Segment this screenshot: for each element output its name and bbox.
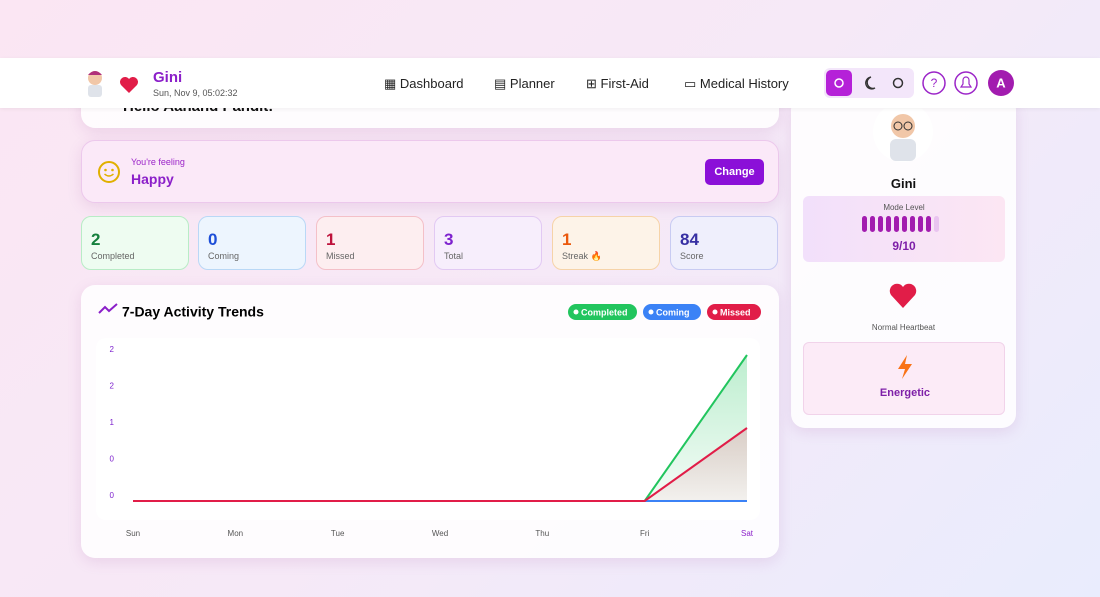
x-tick-label: Wed: [432, 529, 448, 538]
mood-label: You're feeling: [131, 157, 185, 167]
legend-dot: [648, 309, 654, 315]
svg-text:?: ?: [931, 76, 938, 90]
energy-label: Energetic: [879, 387, 931, 399]
light-mode[interactable]: [826, 70, 852, 96]
stat-label: Streak 🔥: [562, 251, 602, 261]
x-tick-label: Fri: [640, 529, 650, 538]
stat-label: Missed: [326, 251, 355, 261]
nav-first-aid[interactable]: ⊞ First-Aid: [586, 76, 649, 91]
legend-pill: [643, 304, 701, 320]
y-tick-label: 0: [110, 491, 115, 500]
legend-dot: [573, 309, 579, 315]
legend-dot: [712, 309, 718, 315]
stat-label: Total: [444, 251, 464, 261]
stat-card: 2 Completed: [81, 216, 189, 270]
profile-name: Gini: [890, 176, 917, 191]
stat-value: 1: [326, 230, 336, 249]
mode-label: Mode Level: [883, 203, 925, 212]
nav-label: Dashboard: [399, 76, 464, 91]
nav-dashboard[interactable]: ▦ Dashboard: [384, 76, 464, 91]
x-tick-label: Sun: [126, 529, 140, 538]
y-tick-label: 2: [110, 382, 115, 391]
dark-mode[interactable]: [865, 76, 876, 90]
stat-value: 1: [562, 230, 572, 249]
nav-label: Medical History: [699, 76, 789, 91]
notifications[interactable]: [954, 71, 978, 95]
nav-medical-history[interactable]: ▭ Medical History: [684, 76, 789, 91]
plot-area: [96, 338, 760, 520]
legend-label: Completed: [581, 307, 628, 317]
mode-panel: Mode Level 9/10: [803, 196, 1005, 262]
heartbeat-label: Normal Heartbeat: [871, 323, 936, 332]
stat-value: 2: [91, 230, 101, 249]
energy-panel: Energetic: [803, 342, 1005, 415]
nav-label: Planner: [509, 76, 555, 91]
stat-label: Completed: [91, 251, 135, 261]
x-tick-label: Thu: [535, 529, 549, 538]
stat-card: 3 Total: [434, 216, 542, 270]
chart: 7-Day Activity Trends 0 0 1 2 2 Sun Mon Tue Wed T…: [96, 303, 761, 538]
mood-value: Happy: [131, 171, 174, 187]
stat-label: Score: [680, 251, 704, 261]
app-name: Gini: [153, 69, 183, 86]
area: [133, 428, 747, 501]
trend-icon: [98, 303, 118, 314]
avatar-letter: A: [996, 75, 1006, 90]
stat-card: 1 Missed: [316, 216, 424, 270]
mode-value: 9/10: [892, 239, 916, 253]
profile-card: Gini Mode Level 9/10 Normal Heartbeat En…: [791, 96, 1016, 428]
toolbar: ? A: [824, 68, 1014, 98]
mood-card: You're feeling Happy Change: [81, 140, 779, 203]
stat-card: 84 Score: [670, 216, 778, 270]
nav-label: First-Aid: [600, 76, 649, 91]
legend-label: Missed: [720, 307, 751, 317]
top-bar: Gini Sun, Nov 9, 05:02:32 ▦ Dashboard ▤ …: [0, 58, 1100, 108]
mood-icon: [98, 161, 120, 183]
chart-card: 7-Day Activity Trends 0 0 1 2 2 Sun Mon Tue Wed T…: [81, 285, 779, 558]
stat-value: 84: [680, 230, 699, 249]
heart-icon: [889, 283, 917, 308]
stat-label: Coming: [208, 251, 240, 261]
x-tick-label: Tue: [331, 529, 345, 538]
y-tick-label: 2: [110, 345, 115, 354]
legend-pill: [707, 304, 761, 320]
y-tick-label: 0: [110, 455, 115, 464]
help[interactable]: [922, 71, 946, 95]
datetime: Sun, Nov 9, 05:02:32: [153, 88, 238, 98]
settings[interactable]: [892, 77, 904, 89]
stat-value: 3: [444, 230, 454, 249]
change-button[interactable]: Change: [705, 159, 764, 185]
legend-label: Coming: [656, 307, 690, 317]
x-tick-label: Mon: [228, 529, 244, 538]
stat-card: 1 Streak 🔥: [552, 216, 660, 270]
stat-card: 0 Coming: [198, 216, 306, 270]
legend-pill: [568, 304, 637, 320]
nav-planner[interactable]: ▤ Planner: [494, 76, 555, 91]
chart-title: 7-Day Activity Trends: [122, 304, 264, 320]
profile-avatar: [873, 106, 933, 162]
stat-value: 0: [208, 230, 218, 249]
logo: [88, 71, 138, 97]
energy-icon: [898, 355, 912, 379]
x-tick-label: Sat: [741, 529, 754, 538]
line: [133, 427, 748, 502]
user-avatar[interactable]: [988, 70, 1014, 96]
y-tick-label: 1: [110, 418, 115, 427]
mode-bars: [862, 216, 939, 232]
